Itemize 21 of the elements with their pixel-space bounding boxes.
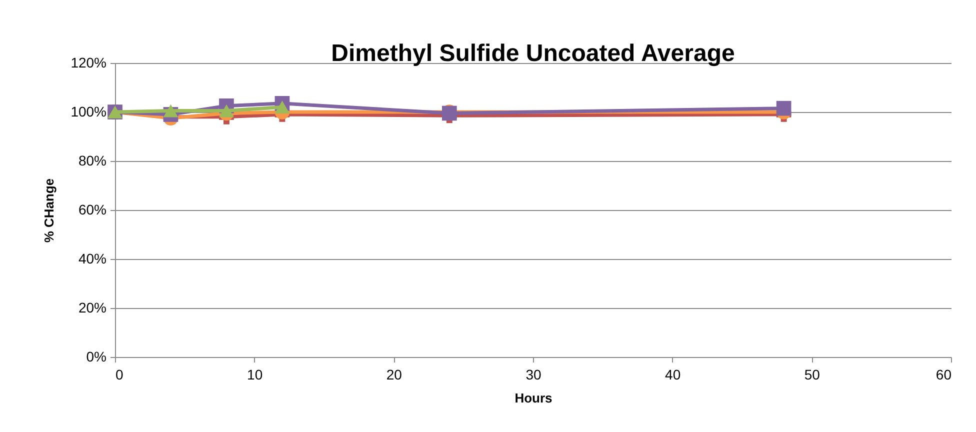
x-tick-label: 20 [386,366,402,382]
point [163,104,178,118]
y-tick-label: 0% [86,348,106,364]
y-tick-label: 40% [78,250,106,266]
chart-title: Dimethyl Sulfide Uncoated Average [331,40,735,67]
x-tick-label: 0 [116,366,124,382]
y-tick-label: 60% [78,202,106,218]
y-tick-label: 100% [70,104,106,120]
x-axis-title: Hours [514,390,552,406]
y-tick-label: 20% [78,300,106,316]
x-tick-label: 60 [936,366,952,382]
x-tick-label: 50 [804,366,820,382]
point [219,104,234,118]
y-tick-label: 80% [78,152,106,168]
x-tick-label: 40 [665,366,681,382]
y-axis-title: % CHange [42,178,57,243]
point [274,100,290,114]
y-tick-label: 120% [70,54,106,70]
x-tick-label: 10 [247,366,263,382]
x-tick-label: 30 [526,366,542,382]
point [776,100,792,116]
